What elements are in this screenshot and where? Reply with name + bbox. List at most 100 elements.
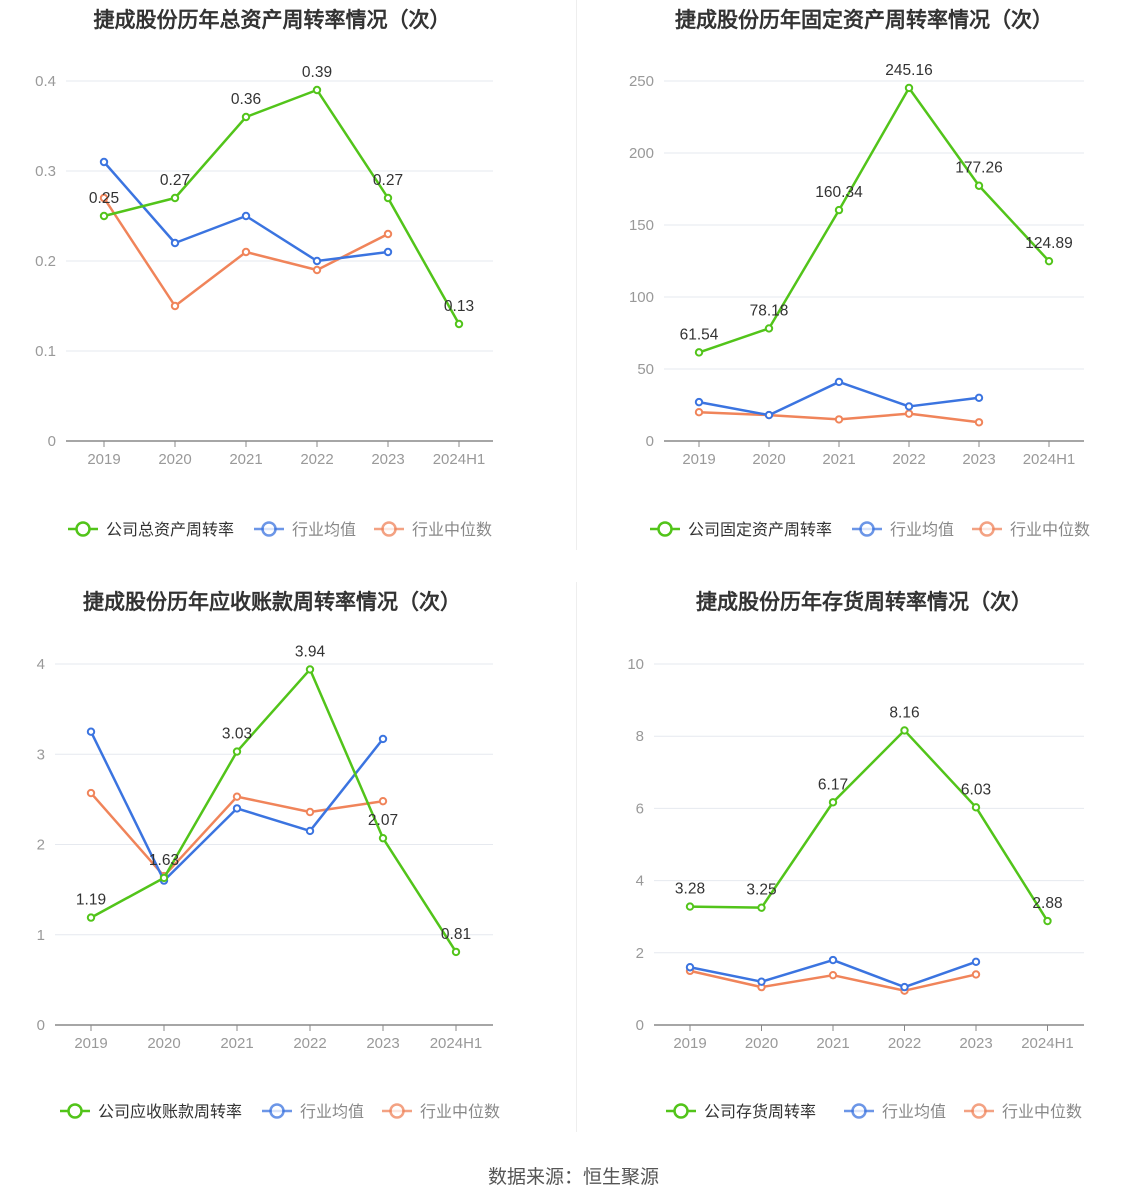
y-tick-label: 2 xyxy=(37,837,45,854)
data-point-avg xyxy=(974,393,984,402)
legend-marker-median xyxy=(389,1103,405,1119)
data-point-avg xyxy=(828,955,838,965)
data-label: 1.63 xyxy=(149,852,179,869)
data-point-company xyxy=(1044,256,1054,266)
data-point-median xyxy=(694,408,704,417)
x-tick-label: 2024H1 xyxy=(430,1035,483,1052)
legend-label-company: 公司固定资产周转率 xyxy=(688,521,832,539)
data-point-company xyxy=(241,112,251,122)
data-point-company xyxy=(451,947,461,957)
y-tick-label: 0.2 xyxy=(35,253,56,270)
data-point-company xyxy=(828,798,838,807)
y-tick-label: 0 xyxy=(646,433,654,450)
y-tick-label: 0 xyxy=(48,433,56,450)
data-point-median xyxy=(383,229,393,239)
x-tick-label: 2024H1 xyxy=(1021,1035,1074,1052)
data-point-median xyxy=(378,796,388,806)
y-tick-label: 1 xyxy=(37,927,45,944)
data-point-avg xyxy=(383,247,393,257)
data-point-company xyxy=(454,319,464,329)
data-point-company xyxy=(764,324,774,333)
x-tick-label: 2020 xyxy=(158,451,191,468)
data-point-avg xyxy=(241,211,251,221)
chart-panel-receivable-turnover: 捷成股份历年应收账款周转率情况（次） 0 1 2 3 4 2019 2020 2021 2022 2… xyxy=(0,582,560,1142)
legend-label-company: 公司存货周转率 xyxy=(704,1103,816,1121)
chart-svg-fixed-asset-turnover: 捷成股份历年固定资产周转率情况（次） 0 50 100 150 200 250 2019 202… xyxy=(629,8,1090,539)
legend-marker-median xyxy=(971,1103,987,1119)
data-point-median xyxy=(305,807,315,817)
data-label: 0.36 xyxy=(231,91,261,108)
data-point-company xyxy=(159,873,169,883)
data-label: 245.16 xyxy=(885,62,932,79)
data-point-company xyxy=(170,193,180,203)
data-point-avg xyxy=(764,410,774,420)
data-point-avg xyxy=(694,397,704,407)
series-line-company xyxy=(698,86,1050,354)
data-label: 8.16 xyxy=(889,704,919,721)
data-point-median xyxy=(99,193,109,203)
chart-title: 捷成股份历年总资产周转率情况（次） xyxy=(94,8,451,32)
series-line-company xyxy=(103,88,461,325)
data-source-note: 数据来源：恒生聚源 xyxy=(487,1167,659,1188)
data-point-median xyxy=(232,792,242,801)
data-point-avg xyxy=(378,734,388,744)
y-tick-label: 0 xyxy=(37,1017,45,1034)
data-point-company xyxy=(1043,916,1052,926)
y-tick-label: 2 xyxy=(636,945,644,962)
data-point-median xyxy=(828,970,838,980)
data-point-median xyxy=(904,409,914,418)
data-point-company xyxy=(232,747,242,756)
x-tick-label: 2023 xyxy=(366,1035,399,1052)
series-line-avg xyxy=(698,380,980,417)
y-tick-label: 0.4 xyxy=(35,73,56,90)
data-point-company xyxy=(834,205,844,215)
x-tick-label: 2024H1 xyxy=(1023,451,1076,468)
chart-svg-receivable-turnover: 捷成股份历年应收账款周转率情况（次） 0 1 2 3 4 2019 2020 2021 2022 2… xyxy=(37,590,500,1121)
data-label: 124.89 xyxy=(1025,235,1072,252)
data-point-company xyxy=(900,726,909,735)
data-point-avg xyxy=(86,727,96,736)
data-point-median xyxy=(86,788,96,798)
data-point-company xyxy=(971,803,981,812)
y-tick-label: 150 xyxy=(629,217,654,234)
x-tick-label: 2019 xyxy=(673,1035,706,1052)
data-label: 78.18 xyxy=(750,302,789,319)
y-tick-label: 0.1 xyxy=(35,343,56,360)
legend-marker-avg xyxy=(851,1103,867,1119)
data-point-median xyxy=(312,265,322,275)
chart-svg-total-asset-turnover: 捷成股份历年总资产周转率情况（次） 0 0.1 0.2 0.3 0.4 2019 2020 20… xyxy=(35,8,493,539)
data-point-company xyxy=(904,83,914,93)
legend-marker-median xyxy=(381,521,397,537)
data-point-avg xyxy=(757,977,766,986)
data-point-median xyxy=(834,415,844,424)
data-point-median xyxy=(974,418,984,427)
data-point-company xyxy=(99,211,109,221)
y-tick-label: 4 xyxy=(636,873,644,890)
legend-marker-company xyxy=(657,521,673,537)
data-point-company xyxy=(312,85,322,95)
y-tick-label: 50 xyxy=(637,361,654,378)
y-tick-label: 8 xyxy=(636,728,644,745)
data-point-company xyxy=(86,913,96,922)
panel-divider-top xyxy=(576,0,577,550)
panel-divider-bottom xyxy=(576,582,577,1132)
data-point-company xyxy=(378,833,388,843)
data-label: 61.54 xyxy=(680,326,719,343)
y-tick-label: 10 xyxy=(627,656,644,673)
x-tick-label: 2023 xyxy=(962,451,995,468)
legend-label-avg: 行业均值 xyxy=(300,1103,364,1121)
data-label: 160.34 xyxy=(815,184,863,201)
data-point-company xyxy=(757,903,766,912)
data-label: 6.03 xyxy=(961,781,991,798)
legend-label-company: 公司应收账款周转率 xyxy=(98,1102,242,1121)
data-point-avg xyxy=(900,982,909,992)
data-point-company xyxy=(694,348,704,357)
legend-marker-company xyxy=(75,521,91,537)
x-tick-label: 2023 xyxy=(959,1035,992,1052)
y-tick-label: 0.3 xyxy=(35,163,56,180)
x-tick-label: 2022 xyxy=(300,451,333,468)
data-point-avg xyxy=(99,157,109,167)
chart-svg-inventory-turnover: 捷成股份历年存货周转率情况（次） 0 2 4 6 8 10 2019 2020 2021 2022 2… xyxy=(627,590,1084,1121)
data-point-avg xyxy=(305,826,315,836)
data-point-avg xyxy=(834,377,844,387)
